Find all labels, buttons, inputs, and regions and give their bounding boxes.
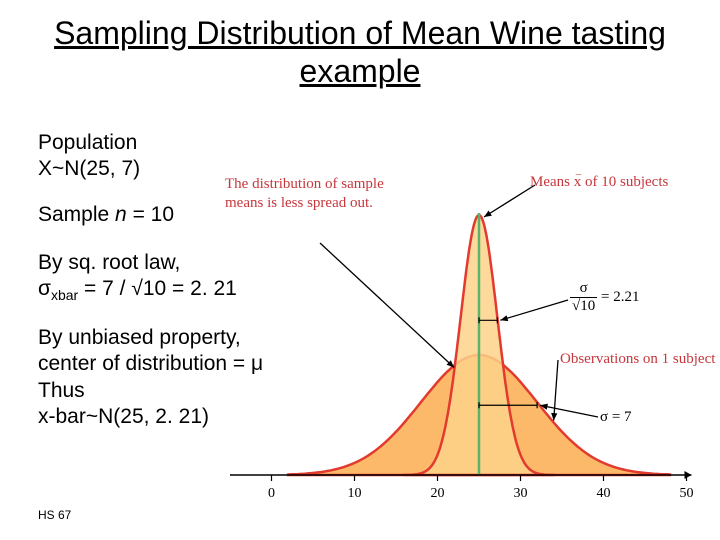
unbiased-line4: x-bar~N(25, 2. 21): [38, 405, 209, 428]
annot-means-text: Means x_ of 10 subjects: [530, 173, 668, 192]
svg-text:30: 30: [514, 486, 528, 501]
pop-line2: X~N(25, 7): [38, 157, 140, 180]
sample-n: n: [115, 203, 127, 226]
sample-suffix: = 10: [127, 203, 174, 226]
slide-title: Sampling Distribution of Mean Wine tasti…: [0, 0, 720, 91]
distribution-chart: 0 10 20 30 40 50 The distribution of sample m…: [200, 155, 720, 515]
sigma-symbol: σ: [38, 277, 51, 300]
svg-text:40: 40: [597, 486, 611, 501]
svg-text:10: 10: [348, 486, 362, 501]
annot-distribution-text: The distribution of sample means is less…: [225, 175, 385, 213]
svg-text:20: 20: [431, 486, 445, 501]
svg-text:0: 0: [268, 486, 275, 501]
annot-sigma: σ = 7: [600, 409, 632, 426]
sqroot-line1: By sq. root law,: [38, 251, 180, 274]
annot-formula: σ √10 = 2.21: [570, 280, 639, 315]
annot-observations-text: Observations on 1 subject: [560, 350, 715, 369]
sample-block: Sample n = 10: [38, 202, 174, 228]
sigma-sub: xbar: [51, 287, 78, 303]
unbiased-line3: Thus: [38, 379, 85, 402]
pop-line1: Population: [38, 131, 137, 154]
sample-prefix: Sample: [38, 203, 115, 226]
svg-text:50: 50: [680, 486, 694, 501]
slide-footer: HS 67: [38, 508, 71, 522]
population-block: Population X~N(25, 7): [38, 130, 140, 183]
